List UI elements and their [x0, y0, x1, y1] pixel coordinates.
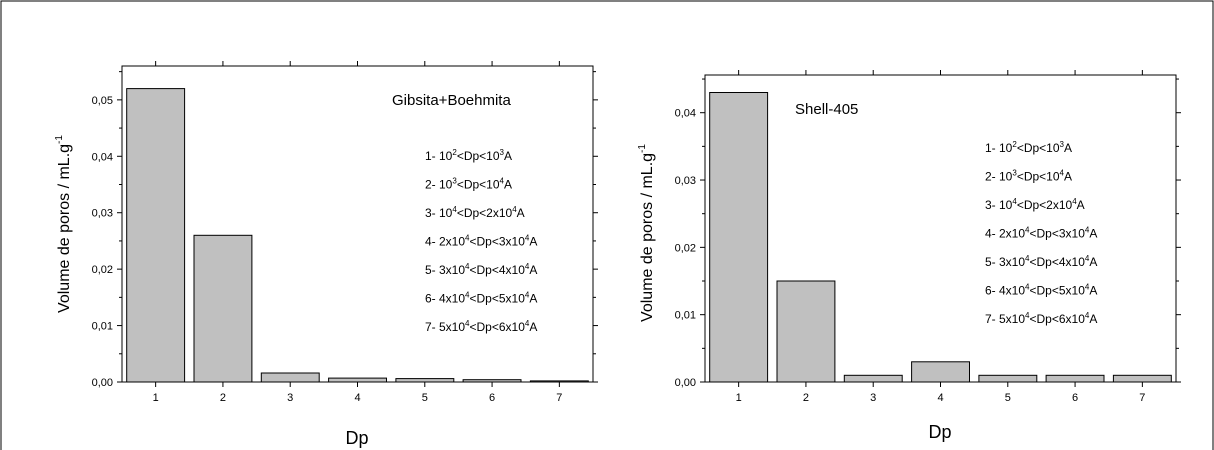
chart2-bar-1 [710, 93, 768, 383]
chart1-ytick-label: 0,01 [92, 321, 113, 333]
chart1-xtick-label: 2 [220, 392, 226, 404]
chart2-legend-entry: 4- 2x104<Dp<3x104A [985, 226, 1097, 241]
chart1-ytick-label: 0,04 [92, 151, 113, 163]
chart2-bar-4 [912, 362, 970, 382]
chart1-legend-entry: 1- 102<Dp<103A [425, 148, 512, 163]
chart2-bar-7 [1113, 375, 1171, 382]
chart-gibsita-boehmita: Gibsita+Boehmita Volume de poros / mL.g-… [54, 61, 598, 448]
chart2-legend-entry: 2- 103<Dp<104A [985, 169, 1072, 184]
chart2-ytick-label: 0,01 [675, 310, 696, 322]
chart2-bar-2 [777, 281, 835, 382]
chart1-xtick-label: 4 [354, 392, 360, 404]
chart2-legend-entry: 6- 4x104<Dp<5x104A [985, 283, 1097, 298]
chart2-plot-frame [705, 75, 1176, 382]
chart1-xtick-label: 1 [153, 392, 159, 404]
chart1-bar-1 [127, 89, 185, 382]
chart1-legend-entry: 3- 104<Dp<2x104A [425, 205, 525, 220]
chart1-xtick-label: 7 [556, 392, 562, 404]
chart2-xtick-label: 7 [1139, 392, 1145, 404]
chart1-legend-entry: 6- 4x104<Dp<5x104A [425, 291, 537, 306]
chart1-legend-entry: 2- 103<Dp<104A [425, 177, 512, 192]
chart1-ytick-label: 0,02 [92, 264, 113, 276]
chart2-ytick-label: 0,00 [675, 377, 696, 389]
chart1-xtick-label: 6 [489, 392, 495, 404]
chart2-legend-entry: 3- 104<Dp<2x104A [985, 197, 1085, 212]
chart1-ytick-label: 0,00 [92, 377, 113, 389]
chart2-ytick-label: 0,02 [675, 242, 696, 254]
chart2-bar-3 [844, 375, 902, 382]
chart2-xtick-label: 1 [736, 392, 742, 404]
chart1-bar-5 [396, 379, 454, 382]
chart1-bar-2 [194, 235, 252, 382]
chart2-legend-entry: 7- 5x104<Dp<6x104A [985, 311, 1097, 326]
chart2-bar-6 [1046, 375, 1104, 382]
chart2-xtick-label: 4 [937, 392, 943, 404]
chart2-annotation: Shell-405 [795, 101, 858, 118]
chart1-bar-3 [261, 373, 319, 382]
chart2-xtick-label: 6 [1072, 392, 1078, 404]
chart1-legend-entry: 5- 3x104<Dp<4x104A [425, 262, 537, 277]
chart1-ylabel: Volume de poros / mL.g-1 [54, 135, 73, 313]
chart2-bar-5 [979, 375, 1037, 382]
chart2-legend-entry: 1- 102<Dp<103A [985, 140, 1072, 155]
chart2-xtick-label: 2 [803, 392, 809, 404]
chart1-ytick-label: 0,03 [92, 208, 113, 220]
chart2-legend-entry: 5- 3x104<Dp<4x104A [985, 254, 1097, 269]
chart-shell-405: Shell-405 Volume de poros / mL.g-1 Dp 0,… [637, 70, 1181, 442]
chart2-xtick-label: 3 [870, 392, 876, 404]
chart2-xlabel: Dp [928, 422, 951, 442]
chart1-plot-frame [122, 66, 593, 382]
chart1-xtick-label: 3 [287, 392, 293, 404]
chart1-ytick-label: 0,05 [92, 95, 113, 107]
chart1-bar-4 [329, 378, 387, 382]
chart2-ytick-label: 0,04 [675, 108, 696, 120]
chart1-legend-entry: 4- 2x104<Dp<3x104A [425, 234, 537, 249]
chart2-ytick-label: 0,03 [675, 175, 696, 187]
chart1-xlabel: Dp [345, 428, 368, 448]
chart2-ylabel: Volume de poros / mL.g-1 [637, 144, 656, 322]
chart1-annotation: Gibsita+Boehmita [392, 92, 511, 109]
chart2-xtick-label: 5 [1005, 392, 1011, 404]
chart1-legend-entry: 7- 5x104<Dp<6x104A [425, 319, 537, 334]
chart1-xtick-label: 5 [422, 392, 428, 404]
